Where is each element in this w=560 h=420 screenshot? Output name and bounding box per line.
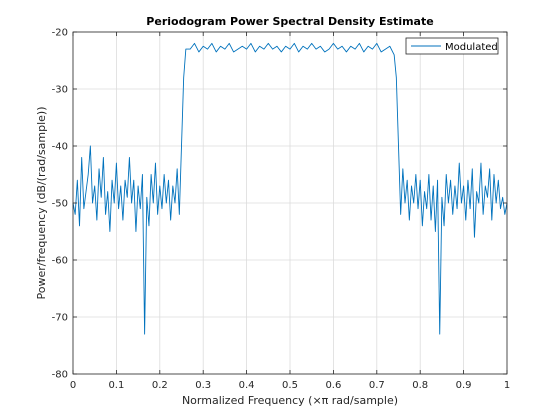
y-tick-label: -50 (52, 199, 68, 210)
legend[interactable]: Modulated (405, 37, 499, 55)
y-tick-label: -60 (52, 256, 68, 267)
x-axis-label: Normalized Frequency (×π rad/sample) (182, 394, 398, 407)
x-tick-label: 0.9 (456, 380, 472, 391)
x-tick-label: 0.3 (195, 380, 211, 391)
y-tick-label: -30 (52, 85, 68, 96)
x-tick-label: 0.8 (412, 380, 428, 391)
series-line-modulated (72, 42, 508, 335)
y-tick-label: -70 (52, 313, 68, 324)
y-tick-label: -80 (52, 370, 68, 381)
series-layer (72, 42, 508, 335)
x-axis: 0 0.1 0.2 0.3 0.4 0.5 0.6 0.7 0.8 0.9 1 (70, 32, 510, 391)
y-tick-label: -40 (52, 142, 68, 153)
x-tick-label: 0.7 (369, 380, 385, 391)
y-axis: -20 -30 -40 -50 -60 -70 -80 (52, 28, 507, 381)
x-tick-label: 1 (504, 380, 510, 391)
x-tick-label: 0.1 (108, 380, 124, 391)
x-tick-label: 0.6 (325, 380, 341, 391)
y-tick-label: -20 (52, 28, 68, 39)
x-tick-label: 0 (70, 380, 76, 391)
legend-box (405, 37, 499, 55)
x-tick-label: 0.4 (239, 380, 255, 391)
x-tick-label: 0.5 (282, 380, 298, 391)
x-tick-label: 0.2 (152, 380, 168, 391)
chart-title: Periodogram Power Spectral Density Estim… (146, 15, 433, 28)
y-axis-label: Power/frequency (dB/(rad/sample)) (35, 107, 48, 300)
legend-label-modulated: Modulated (445, 42, 498, 53)
